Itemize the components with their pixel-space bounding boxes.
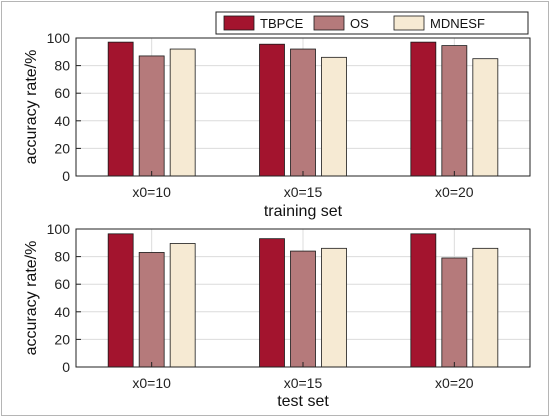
x-tick-label: x0=10 [132,184,171,200]
x-tick-label: x0=20 [435,375,474,391]
legend-label-os: OS [350,16,369,31]
y-axis-title: accuracy rate/% [23,241,40,356]
x-axis-title: test set [277,393,329,410]
y-tick-label: 60 [54,276,70,292]
legend-swatch-tbpce [223,15,255,31]
y-axis-title: accuracy rate/% [23,50,40,165]
y-tick-label: 80 [54,249,70,265]
bar-mdnesf-3 [472,247,499,368]
chart-panel-1: 0 20 40 60 80 100 x0=10 x0=15 x0=20 training set a… [23,30,531,220]
y-tick-label: 80 [54,58,70,74]
bar-mdnesf-1 [169,48,196,177]
bar-mdnesf-2 [321,247,347,368]
bar-tbpce-1 [107,233,134,368]
legend-swatch-os [313,15,345,31]
y-tick-label: 0 [62,359,70,375]
y-tick-label: 100 [47,30,71,46]
bar-os-1 [138,55,165,177]
legend: TBPCE OS MDNESF [215,11,529,35]
y-tick-label: 60 [54,85,70,101]
legend-label-mdnesf: MDNESF [430,16,485,31]
y-tick-label: 40 [54,304,70,320]
bar-mdnesf-2 [321,56,347,177]
y-tick-label: 20 [54,140,70,156]
y-tick-label: 40 [54,113,70,129]
x-tick-label: x0=15 [284,375,323,391]
bar-tbpce-2 [259,238,285,368]
bar-os-3 [441,45,468,177]
legend-label-tbpce: TBPCE [260,16,304,31]
bar-os-2 [290,250,316,368]
axes-box [75,37,531,177]
legend-swatch-mdnesf [393,15,425,31]
y-tick-label: 0 [62,168,70,184]
bar-tbpce-3 [410,233,437,368]
bar-tbpce-1 [107,41,134,177]
x-tick-label: x0=20 [435,184,474,200]
y-tick-label: 100 [47,221,71,237]
y-tick-label: 20 [54,331,70,347]
bar-os-3 [441,257,468,368]
legend-box [215,11,529,35]
bar-os-2 [290,48,316,177]
x-tick-label: x0=10 [132,375,171,391]
axes-box [75,228,531,368]
x-tick-label: x0=15 [284,184,323,200]
bar-os-1 [138,252,165,368]
bar-tbpce-2 [259,43,285,177]
chart-panel-2: 0 20 40 60 80 100 x0=10 x0=15 x0=20 test set accur… [23,221,531,410]
bar-tbpce-3 [410,41,437,177]
bar-mdnesf-1 [169,243,196,368]
x-axis-title: training set [264,203,343,220]
bar-mdnesf-3 [472,58,499,177]
